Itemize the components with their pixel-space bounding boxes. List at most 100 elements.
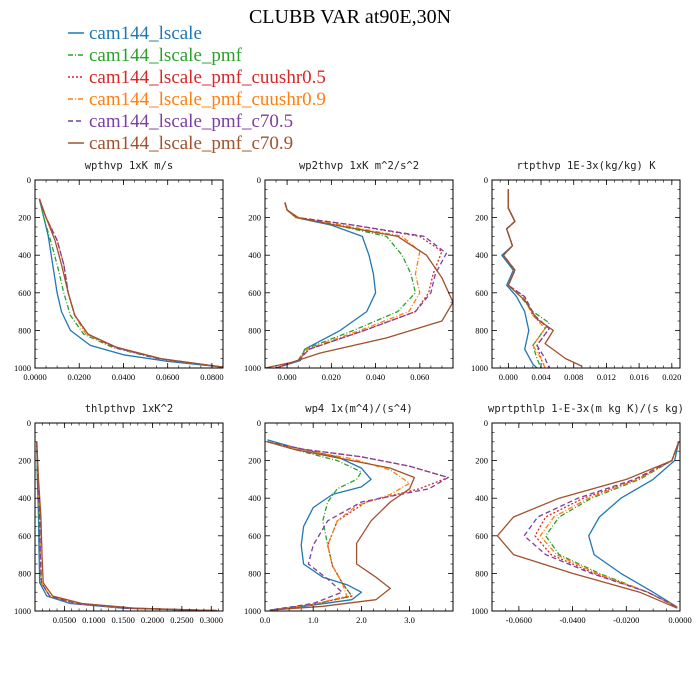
series-line-cam144-lscale-pmf-c70-9 <box>496 441 680 609</box>
y-tick-label: 400 <box>475 493 488 503</box>
y-tick-label: 600 <box>18 288 31 298</box>
x-tick-label: 0.0 <box>260 615 271 625</box>
x-tick-label: 0.0000 <box>23 372 46 382</box>
y-tick-label: 600 <box>475 531 488 541</box>
legend-label-2: cam144_lscale_pmf_cuushr0.5 <box>89 67 326 88</box>
x-tick-label: 0.040 <box>366 372 385 382</box>
y-tick-label: 1000 <box>471 606 488 616</box>
y-tick-label: 400 <box>18 250 31 260</box>
y-tick-label: 200 <box>248 456 261 466</box>
x-tick-label: 0.000 <box>499 372 518 382</box>
y-tick-label: 1000 <box>471 363 488 373</box>
x-tick-label: -0.0600 <box>506 615 532 625</box>
y-tick-label: 1000 <box>244 363 261 373</box>
x-tick-label: 0.004 <box>531 372 551 382</box>
series-line-cam144-lscale-pmf-c70-5 <box>275 202 448 368</box>
y-tick-label: 800 <box>248 568 261 578</box>
panel-6-series <box>496 441 680 609</box>
series-line-cam144-lscale <box>588 441 680 608</box>
x-tick-label: 0.3000 <box>200 615 223 625</box>
x-tick-label: 0.0500 <box>53 615 76 625</box>
y-tick-label: 200 <box>475 213 488 223</box>
series-line-cam144-lscale-pmf-c70-9 <box>265 202 453 368</box>
legend-label-3: cam144_lscale_pmf_cuushr0.9 <box>89 89 326 110</box>
y-tick-label: 0 <box>257 175 261 185</box>
panel-4-series <box>36 441 218 611</box>
legend: cam144_lscale cam144_lscale_pmf cam144_l… <box>68 23 326 154</box>
legend-label-0: cam144_lscale <box>89 23 202 44</box>
y-tick-label: 800 <box>18 568 31 578</box>
series-line-cam144-lscale-pmf-cuushr0-5 <box>36 441 218 611</box>
x-tick-label: 1.0 <box>308 615 319 625</box>
panel-1: wpthvp 1xK m/s 0.0000 0.0200 0.0400 0.0600 0.… <box>14 160 224 382</box>
panel-4-frame <box>34 422 224 612</box>
x-tick-label: 0.060 <box>410 372 429 382</box>
series-line-cam144-lscale-pmf-cuushr0-9 <box>36 441 218 611</box>
series-line-cam144-lscale-pmf-cuushr0-5 <box>502 189 550 368</box>
y-tick-label: 1000 <box>14 606 31 616</box>
x-tick-label: -0.0400 <box>559 615 585 625</box>
y-tick-label: 400 <box>18 493 31 503</box>
series-line-cam144-lscale <box>38 198 223 368</box>
panels: wpthvp 1xK m/s0.0000 0.0200 0.0400 0.0600 0.… <box>14 160 692 625</box>
y-tick-label: 600 <box>248 288 261 298</box>
panel-2: wp2thvp 1xK m^2/s^2 0.000 0.020 0.040 0.060 0… <box>244 160 454 382</box>
panel-2-frame <box>264 179 454 369</box>
x-tick-label: 3.0 <box>404 615 415 625</box>
panel-4: thlpthvp 1xK^2 0.0500 0.1000 0.1500 0.2000 0.… <box>14 403 224 625</box>
y-tick-label: 400 <box>248 493 261 503</box>
x-tick-label: 0.000 <box>278 372 297 382</box>
y-tick-label: 600 <box>248 531 261 541</box>
x-tick-label: 0.2000 <box>141 615 164 625</box>
x-tick-label: 0.0200 <box>68 372 91 382</box>
panel-6-frame <box>491 422 681 612</box>
y-tick-label: 600 <box>475 288 488 298</box>
y-tick-label: 0 <box>484 418 488 428</box>
legend-label-1: cam144_lscale_pmf <box>89 45 243 66</box>
x-tick-label: 0.0800 <box>200 372 223 382</box>
x-tick-label: 0.1000 <box>82 615 105 625</box>
panel-3-series <box>501 189 583 368</box>
y-tick-label: 400 <box>475 250 488 260</box>
series-line-cam144-lscale-pmf-cuushr0-5 <box>267 441 449 611</box>
y-tick-label: 1000 <box>14 363 31 373</box>
figure-title: CLUBB VAR at90E,30N <box>249 6 451 28</box>
y-tick-label: 200 <box>248 213 261 223</box>
series-line-cam144-lscale-pmf-cuushr0-9 <box>275 202 421 368</box>
panel-3: rtpthvp 1E-3x(kg/kg) K 0.000 0.004 0.008 0.0… <box>471 160 681 382</box>
series-line-cam144-lscale-pmf-c70-5 <box>267 441 449 611</box>
series-line-cam144-lscale-pmf-cuushr0-9 <box>539 441 680 608</box>
y-tick-label: 800 <box>475 325 488 335</box>
panel-1-series <box>38 198 223 368</box>
y-tick-label: 600 <box>18 531 31 541</box>
panel-5-frame <box>264 422 454 612</box>
x-tick-label: 2.0 <box>356 615 367 625</box>
y-tick-label: 800 <box>18 325 31 335</box>
series-line-cam144-lscale-pmf-c70-9 <box>502 189 583 367</box>
panel-3-title: rtpthvp 1E-3x(kg/kg) K <box>516 160 656 172</box>
series-line-cam144-lscale-pmf-cuushr0-9 <box>267 441 411 611</box>
series-line-cam144-lscale <box>36 441 218 611</box>
x-tick-label: 0.0000 <box>668 615 691 625</box>
legend-label-5: cam144_lscale_pmf_c70.9 <box>89 133 293 154</box>
x-tick-label: 0.0400 <box>112 372 135 382</box>
x-tick-label: 0.016 <box>630 372 649 382</box>
y-tick-label: 400 <box>248 250 261 260</box>
series-line-cam144-lscale <box>501 189 538 368</box>
x-tick-label: 0.1500 <box>111 615 134 625</box>
y-tick-label: 200 <box>18 213 31 223</box>
panel-6-title: wprtpthlp 1-E-3x(m kg K)/(s kg) <box>488 403 684 415</box>
series-line-cam144-lscale <box>267 439 372 611</box>
x-tick-label: 0.020 <box>662 372 681 382</box>
x-tick-label: 0.012 <box>597 372 616 382</box>
panel-4-title: thlpthvp 1xK^2 <box>85 403 174 415</box>
y-tick-label: 1000 <box>244 606 261 616</box>
x-tick-label: 0.2500 <box>170 615 193 625</box>
y-tick-label: 0 <box>27 175 31 185</box>
series-line-cam144-lscale-pmf-c70-5 <box>523 441 680 608</box>
series-line-cam144-lscale-pmf-cuushr0-5 <box>275 202 443 368</box>
series-line-cam144-lscale-pmf <box>36 441 218 611</box>
series-line-cam144-lscale-pmf <box>275 202 417 368</box>
legend-label-4: cam144_lscale_pmf_c70.5 <box>89 111 293 132</box>
